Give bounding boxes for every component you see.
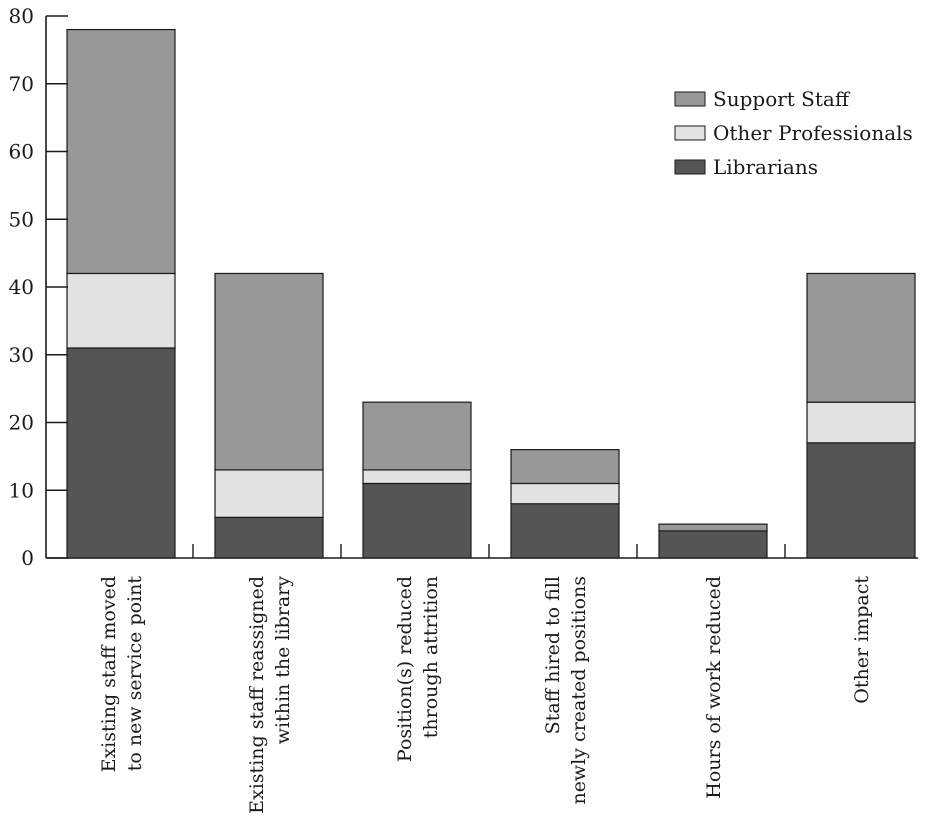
x-category-label-line: Other impact	[851, 576, 873, 704]
x-category-label: Staff hired to fill newly created positio…	[542, 576, 590, 805]
bar-segment-librarians	[806, 442, 916, 559]
x-category-label: Position(s) reduced through attrition	[394, 576, 442, 762]
x-category-label-line: Position(s) reduced	[394, 576, 416, 762]
x-category-label: Other impact	[851, 576, 873, 704]
y-tick-label: 30	[9, 343, 34, 367]
bar-segment-support-staff	[214, 272, 324, 471]
legend-label: Other Professionals	[713, 121, 913, 145]
legend-swatch-other-professionals	[674, 125, 706, 141]
bar-segment-other-professionals	[362, 469, 472, 485]
bar-segment-librarians	[66, 347, 176, 559]
y-tick-label: 20	[9, 411, 34, 435]
bar-segment-librarians	[214, 516, 324, 559]
bar-segment-other-professionals	[510, 482, 620, 505]
y-axis-ticks: 0 10 20 30 40 50 60 70 80	[9, 4, 68, 570]
bar-segment-support-staff	[66, 28, 176, 275]
bar-segment-other-professionals	[214, 469, 324, 518]
y-tick-label: 60	[9, 140, 34, 164]
bar-segment-librarians	[510, 503, 620, 559]
bar-segment-librarians	[658, 530, 768, 559]
y-tick-label: 70	[9, 72, 34, 96]
x-category-label-line: through attrition	[420, 576, 442, 738]
x-axis-labels: Existing staff moved to new service point…	[98, 576, 873, 814]
x-category-label: Hours of work reduced	[703, 576, 725, 799]
bar-segment-support-staff	[362, 401, 472, 471]
legend-swatch-support-staff	[674, 91, 706, 107]
y-tick-label: 40	[9, 275, 34, 299]
y-tick-label: 0	[21, 546, 34, 570]
legend-label: Support Staff	[713, 87, 851, 111]
x-category-label-line: Staff hired to fill	[542, 576, 564, 734]
legend-swatch-librarians	[674, 159, 706, 175]
bar-segment-other-professionals	[806, 401, 916, 444]
x-category-label-line: within the library	[272, 576, 294, 745]
legend-label: Librarians	[713, 155, 818, 179]
x-category-label-line: Existing staff moved	[98, 576, 120, 772]
bar-segment-librarians	[362, 482, 472, 559]
x-category-label: Existing staff moved to new service point	[98, 576, 146, 773]
y-tick-label: 80	[9, 4, 34, 28]
bar-segment-support-staff	[806, 272, 916, 403]
bars	[66, 28, 916, 559]
x-category-label-line: to new service point	[124, 576, 146, 772]
y-tick-label: 10	[9, 478, 34, 502]
x-category-label: Existing staff reassigned within the libr…	[246, 576, 294, 814]
x-category-label-line: newly created positions	[568, 576, 590, 805]
y-tick-label: 50	[9, 207, 34, 231]
bar-segment-other-professionals	[66, 272, 176, 349]
bar-segment-support-staff	[658, 523, 768, 532]
bar-segment-support-staff	[510, 449, 620, 485]
x-category-label-line: Hours of work reduced	[703, 576, 725, 799]
x-category-label-line: Existing staff reassigned	[246, 576, 268, 814]
legend: Support Staff Other Professionals Libraria…	[674, 87, 913, 179]
